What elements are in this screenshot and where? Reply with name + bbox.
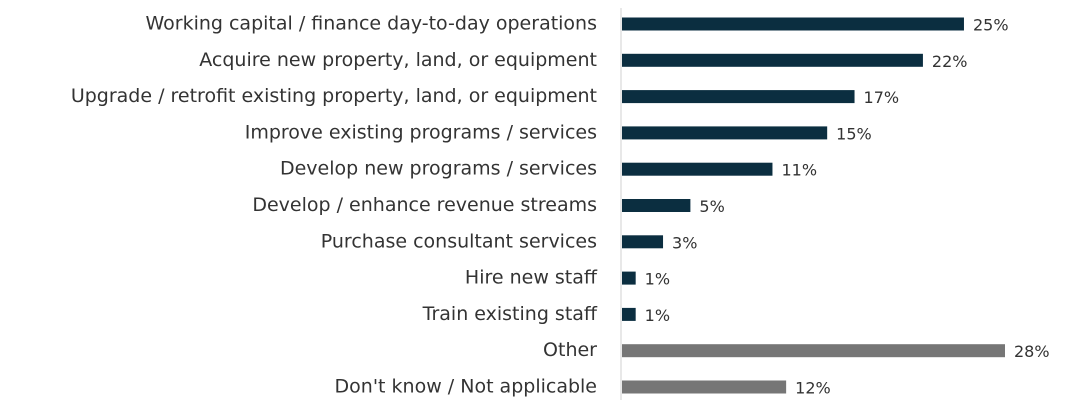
value-label: 12%: [795, 379, 831, 398]
bar: [622, 380, 787, 394]
bar: [622, 53, 923, 67]
value-label: 25%: [973, 16, 1009, 35]
bar: [622, 90, 855, 104]
category-label: Develop / enhance revenue streams: [252, 194, 597, 216]
category-label: Improve existing programs / services: [245, 121, 597, 143]
bar: [622, 344, 1005, 358]
category-label: Other: [543, 339, 597, 361]
category-label: Purchase consultant services: [321, 230, 597, 252]
category-label: Hire new staff: [465, 267, 598, 289]
value-label: 17%: [864, 88, 900, 107]
value-label: 5%: [699, 197, 724, 216]
bar: [622, 126, 828, 140]
bar: [622, 17, 964, 31]
bar: [622, 235, 664, 249]
bar: [622, 307, 636, 321]
bar: [622, 199, 691, 212]
bar: [622, 162, 773, 176]
category-label: Upgrade / retrofit existing property, la…: [71, 85, 597, 107]
value-label: 1%: [645, 306, 670, 325]
bar: [622, 271, 636, 285]
value-label: 22%: [932, 52, 968, 71]
value-label: 15%: [836, 124, 872, 143]
category-label: Acquire new property, land, or equipment: [199, 49, 597, 71]
value-label: 28%: [1014, 342, 1050, 361]
category-label: Working capital / finance day-to-day ope…: [145, 13, 597, 35]
category-label: Develop new programs / services: [280, 158, 597, 180]
category-label: Don't know / Not applicable: [335, 376, 597, 398]
value-label: 11%: [781, 161, 817, 180]
category-label: Train existing staff: [422, 303, 598, 325]
value-label: 1%: [645, 270, 670, 289]
value-label: 3%: [672, 233, 697, 252]
